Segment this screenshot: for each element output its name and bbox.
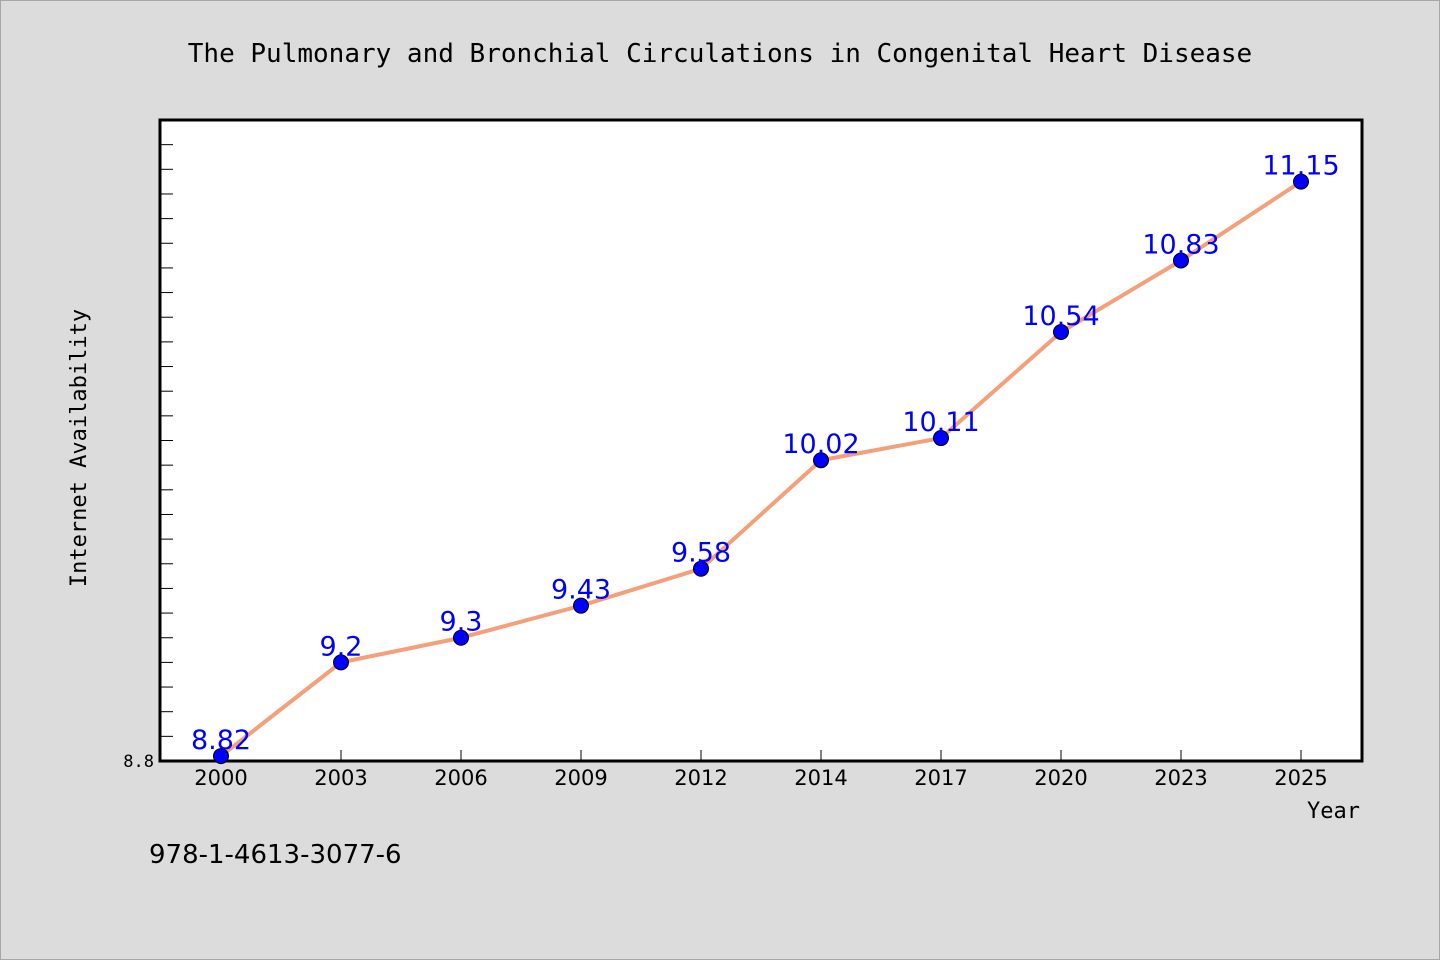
data-label: 8.82 bbox=[191, 725, 251, 756]
y-axis-label: Internet Availability bbox=[67, 309, 92, 587]
data-point bbox=[1053, 324, 1069, 341]
data-point bbox=[1293, 173, 1309, 190]
data-point bbox=[333, 654, 349, 671]
data-label: 10.83 bbox=[1142, 230, 1219, 261]
data-label: 9.3 bbox=[440, 607, 483, 638]
series-markers bbox=[213, 173, 1309, 765]
data-point bbox=[573, 597, 589, 614]
data-point bbox=[1173, 252, 1189, 269]
x-tick-label: 2000 bbox=[194, 766, 247, 790]
x-tick-label: 2003 bbox=[314, 766, 367, 790]
data-label: 9.2 bbox=[320, 631, 363, 662]
data-label: 11.15 bbox=[1262, 151, 1339, 182]
chart-title: The Pulmonary and Bronchial Circulations… bbox=[188, 39, 1252, 69]
y-axis-tick-labels: 8.8 bbox=[123, 752, 154, 772]
data-point bbox=[693, 560, 709, 577]
data-label: 10.54 bbox=[1022, 301, 1099, 332]
data-point bbox=[213, 748, 229, 765]
x-axis-tick-labels: 2000 2003 2006 2009 2012 2014 2017 2020 2023 2025 bbox=[194, 766, 1327, 790]
x-tick-label: 2020 bbox=[1034, 766, 1087, 790]
x-tick-label: 2012 bbox=[674, 766, 727, 790]
x-tick-label: 2017 bbox=[914, 766, 967, 790]
y-tick-label: 8.8 bbox=[123, 752, 154, 772]
data-label: 9.43 bbox=[551, 575, 611, 606]
data-labels: 8.82 9.2 9.3 9.43 9.58 10.02 10.11 10.54 10.83 11… bbox=[191, 151, 1340, 756]
x-tick-label: 2025 bbox=[1274, 766, 1327, 790]
data-point bbox=[813, 452, 829, 469]
x-tick-label: 2023 bbox=[1154, 766, 1207, 790]
data-point bbox=[933, 430, 949, 447]
y-axis-ticks bbox=[160, 144, 173, 737]
data-label: 9.58 bbox=[671, 538, 731, 569]
isbn-text: 978-1-4613-3077-6 bbox=[149, 840, 402, 870]
data-point bbox=[453, 629, 469, 646]
plot-area bbox=[158, 118, 1364, 763]
x-tick-label: 2006 bbox=[434, 766, 487, 790]
data-label: 10.11 bbox=[902, 407, 979, 438]
x-tick-label: 2009 bbox=[554, 766, 607, 790]
data-label: 10.02 bbox=[782, 429, 859, 460]
x-tick-label: 2014 bbox=[794, 766, 847, 790]
x-axis-label: Year bbox=[1307, 799, 1360, 824]
series-line bbox=[219, 179, 1303, 759]
